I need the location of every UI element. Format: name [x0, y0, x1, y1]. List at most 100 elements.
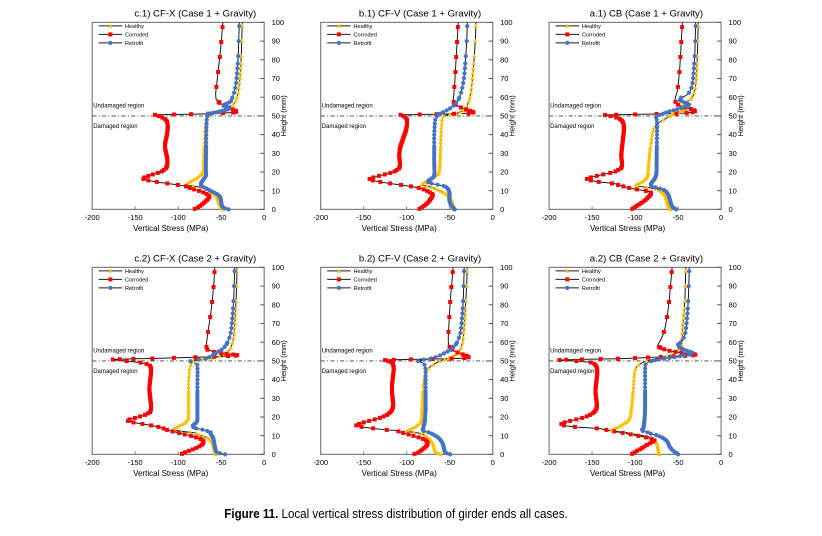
svg-text:90: 90 [272, 282, 280, 291]
svg-text:70: 70 [729, 319, 737, 328]
svg-text:Height (mm): Height (mm) [279, 340, 288, 382]
svg-text:-150: -150 [128, 458, 143, 467]
svg-text:10: 10 [272, 186, 280, 195]
svg-text:80: 80 [729, 300, 737, 309]
svg-text:-100: -100 [399, 458, 414, 467]
svg-text:50: 50 [500, 357, 508, 366]
svg-text:90: 90 [500, 282, 508, 291]
svg-text:100: 100 [729, 263, 742, 272]
svg-text:Corroded: Corroded [354, 277, 377, 283]
svg-text:a.1) CB (Case 1 + Gravity): a.1) CB (Case 1 + Gravity) [590, 9, 703, 20]
svg-text:100: 100 [272, 263, 285, 272]
svg-text:Undamaged region: Undamaged region [322, 348, 373, 354]
svg-text:Corroded: Corroded [125, 32, 148, 38]
svg-text:-100: -100 [171, 458, 186, 467]
svg-text:Damaged region: Damaged region [322, 369, 366, 375]
svg-text:Vertical Stress (MPa): Vertical Stress (MPa) [590, 224, 665, 233]
svg-text:Undamaged region: Undamaged region [93, 348, 144, 354]
svg-text:-200: -200 [85, 213, 100, 222]
svg-text:60: 60 [500, 338, 508, 347]
svg-text:20: 20 [500, 168, 508, 177]
svg-text:Retrofit: Retrofit [354, 41, 372, 47]
svg-text:60: 60 [500, 93, 508, 102]
svg-text:100: 100 [272, 18, 285, 27]
svg-text:-200: -200 [542, 458, 557, 467]
svg-text:Healthy: Healthy [582, 269, 601, 275]
svg-text:Undamaged region: Undamaged region [322, 103, 373, 109]
svg-text:Undamaged region: Undamaged region [550, 103, 601, 109]
svg-text:Height (mm): Height (mm) [736, 95, 745, 137]
svg-text:60: 60 [272, 338, 280, 347]
svg-text:80: 80 [272, 300, 280, 309]
svg-text:Healthy: Healthy [354, 269, 373, 275]
svg-text:0: 0 [729, 205, 733, 214]
svg-text:0: 0 [491, 213, 495, 222]
svg-text:-50: -50 [216, 458, 227, 467]
svg-text:0: 0 [262, 213, 266, 222]
svg-text:0: 0 [262, 458, 266, 467]
svg-text:20: 20 [729, 413, 737, 422]
svg-text:60: 60 [272, 93, 280, 102]
svg-text:-200: -200 [313, 213, 328, 222]
svg-text:20: 20 [500, 413, 508, 422]
svg-text:Damaged region: Damaged region [322, 124, 366, 130]
svg-text:50: 50 [272, 357, 280, 366]
svg-text:30: 30 [272, 394, 280, 403]
svg-text:Retrofit: Retrofit [582, 41, 600, 47]
svg-text:0: 0 [719, 458, 723, 467]
svg-text:90: 90 [729, 282, 737, 291]
svg-text:-50: -50 [444, 213, 455, 222]
svg-text:Vertical Stress (MPa): Vertical Stress (MPa) [590, 469, 665, 478]
svg-text:40: 40 [272, 130, 280, 139]
svg-text:Height (mm): Height (mm) [508, 340, 517, 382]
svg-text:70: 70 [272, 319, 280, 328]
svg-text:80: 80 [729, 55, 737, 64]
svg-text:10: 10 [500, 186, 508, 195]
svg-text:-50: -50 [673, 213, 684, 222]
svg-text:30: 30 [729, 149, 737, 158]
svg-text:-100: -100 [171, 213, 186, 222]
svg-text:Damaged region: Damaged region [93, 369, 137, 375]
svg-text:-100: -100 [399, 213, 414, 222]
svg-text:-150: -150 [356, 213, 371, 222]
svg-text:10: 10 [272, 431, 280, 440]
svg-text:10: 10 [729, 186, 737, 195]
svg-text:0: 0 [500, 205, 504, 214]
svg-text:Vertical Stress (MPa): Vertical Stress (MPa) [133, 224, 208, 233]
svg-text:60: 60 [729, 338, 737, 347]
svg-text:Height (mm): Height (mm) [508, 95, 517, 137]
svg-text:Damaged region: Damaged region [550, 369, 594, 375]
svg-text:Healthy: Healthy [582, 24, 601, 30]
svg-text:40: 40 [729, 130, 737, 139]
svg-text:100: 100 [500, 18, 513, 27]
svg-text:0: 0 [729, 450, 733, 459]
svg-text:Damaged region: Damaged region [550, 124, 594, 130]
svg-text:10: 10 [729, 431, 737, 440]
svg-text:b.1) CF-V (Case 1 + Gravity): b.1) CF-V (Case 1 + Gravity) [359, 9, 481, 20]
svg-text:0: 0 [719, 213, 723, 222]
svg-text:Corroded: Corroded [582, 277, 605, 283]
svg-text:b.2) CF-V (Case 2 + Gravity): b.2) CF-V (Case 2 + Gravity) [359, 254, 481, 265]
svg-text:20: 20 [729, 168, 737, 177]
svg-text:Retrofit: Retrofit [125, 286, 143, 292]
svg-text:50: 50 [729, 112, 737, 121]
svg-text:Corroded: Corroded [354, 32, 377, 38]
svg-text:30: 30 [500, 394, 508, 403]
svg-text:-50: -50 [216, 213, 227, 222]
svg-text:20: 20 [272, 413, 280, 422]
svg-text:Vertical Stress (MPa): Vertical Stress (MPa) [362, 469, 437, 478]
svg-text:-200: -200 [85, 458, 100, 467]
svg-text:Undamaged region: Undamaged region [93, 103, 144, 109]
svg-text:Healthy: Healthy [125, 269, 144, 275]
svg-text:60: 60 [729, 93, 737, 102]
svg-text:Retrofit: Retrofit [582, 286, 600, 292]
svg-text:70: 70 [500, 74, 508, 83]
svg-text:-100: -100 [628, 458, 643, 467]
svg-text:50: 50 [272, 112, 280, 121]
svg-text:10: 10 [500, 431, 508, 440]
svg-text:-50: -50 [673, 458, 684, 467]
svg-text:90: 90 [500, 37, 508, 46]
svg-text:80: 80 [500, 300, 508, 309]
svg-text:a.2) CB (Case 2 + Gravity): a.2) CB (Case 2 + Gravity) [590, 254, 703, 265]
svg-text:Vertical Stress (MPa): Vertical Stress (MPa) [362, 224, 437, 233]
